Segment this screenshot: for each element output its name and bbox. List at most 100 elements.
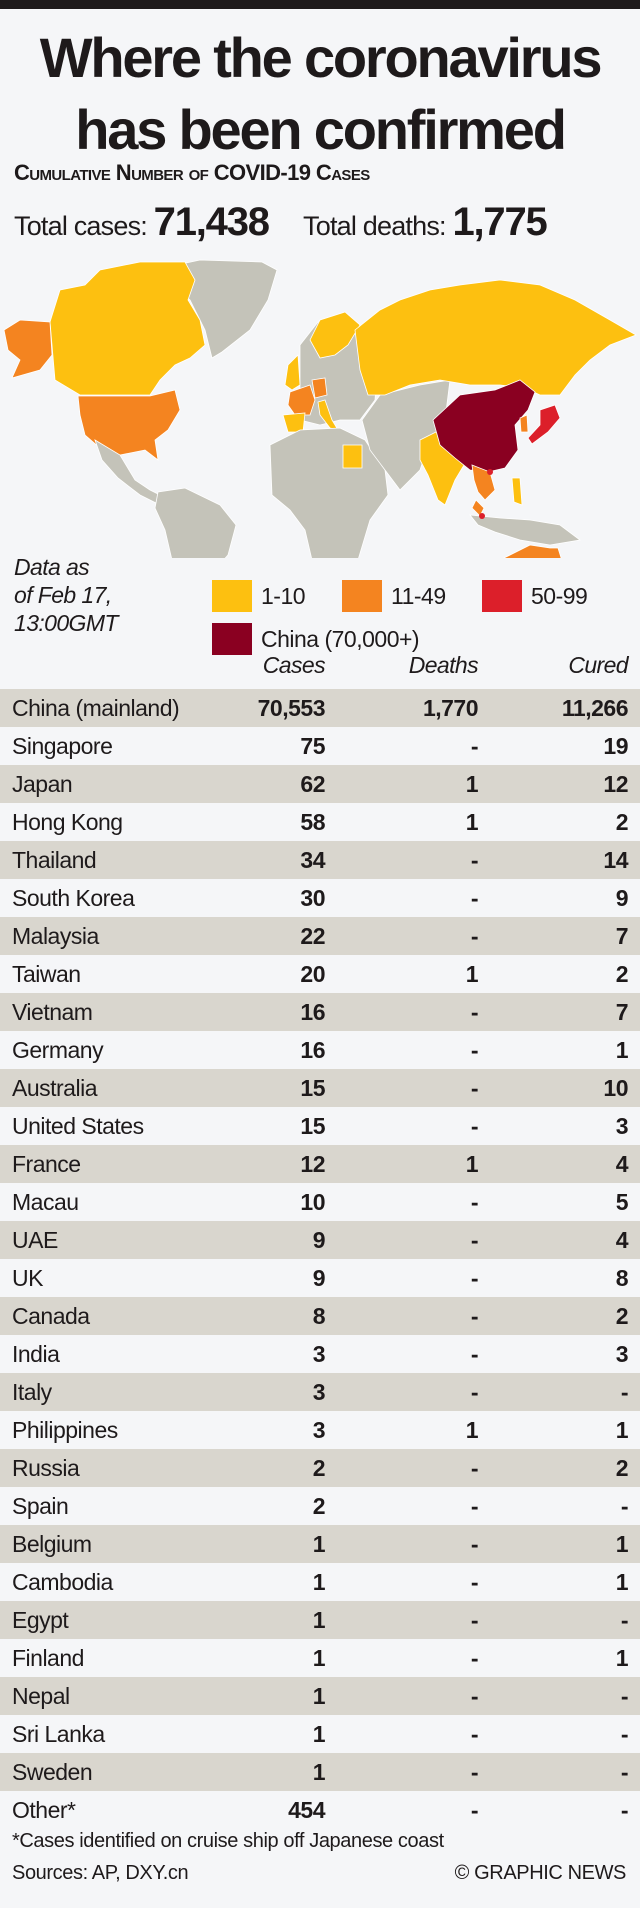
table-row: Italy 3 - - [0,1373,640,1411]
cured-value: - [620,1759,629,1785]
cured-value: 7 [615,999,629,1025]
cases-value: 16 [300,999,325,1025]
deaths-value: - [470,733,479,759]
map-russia [354,279,637,396]
table-row: Australia 15 - 10 [0,1069,640,1107]
cured-value: 1 [615,1645,629,1671]
table-row: Philippines 3 1 1 [0,1411,640,1449]
cases-value: 8 [312,1303,326,1329]
legend-label: China (70,000+) [261,625,420,652]
cured-value: 10 [603,1075,628,1101]
legend-label: 50-99 [531,582,588,609]
deaths-value: - [470,1645,479,1671]
table-row: France 12 1 4 [0,1145,640,1183]
country-name: Finland [12,1645,84,1671]
country-name: Japan [12,771,73,797]
legend-label: 11-49 [391,582,446,609]
cases-value: 10 [300,1189,325,1215]
country-name: Vietnam [12,999,93,1025]
table-row: United States 15 - 3 [0,1107,640,1145]
header-cases: Cases [262,652,326,678]
country-name: Macau [12,1189,79,1215]
cured-value: 1 [615,1417,629,1443]
header-cured: Cured [568,652,628,678]
deaths-value: 1 [465,771,479,797]
deaths-value: - [470,999,479,1025]
cured-value: - [620,1683,629,1709]
deaths-value: 1,770 [422,695,479,721]
table-row: Finland 1 - 1 [0,1639,640,1677]
title-line-1: Where the coronavirus [39,26,603,89]
world-map [3,259,637,558]
total-deaths-value: 1,775 [452,200,547,244]
map-germany [311,377,328,399]
map-australia [503,544,562,558]
legend-swatch [482,580,522,612]
table-row: Cambodia 1 - 1 [0,1563,640,1601]
cured-value: 7 [615,923,629,949]
map-alaska [3,319,53,379]
map-korea [519,414,529,433]
table-row: Other* 454 - - [0,1791,640,1829]
deaths-value: 1 [465,961,479,987]
top-bar [0,0,640,9]
map-philippines [511,477,523,506]
cases-value: 15 [300,1075,325,1101]
credit: © GRAPHIC NEWS [454,1862,627,1884]
legend-swatch [212,580,252,612]
country-name: Italy [12,1379,52,1405]
table-row: Belgium 1 - 1 [0,1525,640,1563]
deaths-value: - [470,1493,479,1519]
cases-value: 70,553 [257,695,326,721]
map-uk [284,354,301,391]
legend-item: 11-49 [342,580,446,612]
map-france [287,384,316,416]
cases-value: 30 [300,885,325,911]
cured-value: 5 [615,1189,629,1215]
cases-value: 2 [312,1455,326,1481]
deaths-value: - [470,1379,479,1405]
deaths-value: - [470,1531,479,1557]
cured-value: 2 [615,809,629,835]
deaths-value: - [470,1759,479,1785]
cases-value: 16 [300,1037,325,1063]
table-row: China (mainland) 70,553 1,770 11,266 [0,689,640,727]
country-name: Sweden [12,1759,93,1785]
deaths-value: 1 [465,1417,479,1443]
table-row: UAE 9 - 4 [0,1221,640,1259]
cases-value: 9 [312,1265,326,1291]
cases-value: 1 [312,1607,326,1633]
country-name: UAE [12,1227,58,1253]
cured-value: 3 [615,1113,629,1139]
cases-value: 34 [300,847,325,873]
cases-value: 1 [312,1645,326,1671]
deaths-value: 1 [465,1151,479,1177]
cases-value: 15 [300,1113,325,1139]
deaths-value: - [470,1341,479,1367]
legend-item: China (70,000+) [212,623,420,655]
table-row: Egypt 1 - - [0,1601,640,1639]
table-body: China (mainland) 70,553 1,770 11,266 Singapo… [0,689,640,1829]
cases-value: 3 [312,1379,326,1405]
cases-value: 3 [312,1341,326,1367]
legend-swatch [212,623,252,655]
cured-value: 4 [615,1151,629,1177]
country-name: Philippines [12,1417,118,1443]
deaths-value: - [470,1037,479,1063]
country-name: Singapore [12,733,113,759]
cases-value: 9 [312,1227,326,1253]
table-row: Vietnam 16 - 7 [0,993,640,1031]
country-name: Taiwan [12,961,81,987]
cases-value: 20 [300,961,325,987]
deaths-value: - [470,885,479,911]
country-name: Thailand [12,847,97,873]
map-scandinavia [309,311,361,359]
deaths-value: - [470,1721,479,1747]
table-row: Sri Lanka 1 - - [0,1715,640,1753]
cases-value: 75 [300,733,325,759]
cured-value: 2 [615,961,629,987]
deaths-value: - [470,923,479,949]
country-name: Spain [12,1493,69,1519]
cured-value: 12 [603,771,628,797]
country-name: Australia [12,1075,97,1101]
